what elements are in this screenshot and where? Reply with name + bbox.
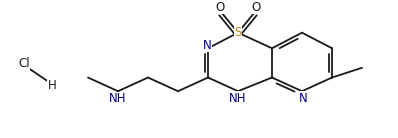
Text: O: O	[215, 1, 224, 14]
Text: NH: NH	[229, 91, 247, 104]
Text: N: N	[203, 39, 211, 52]
Text: O: O	[252, 1, 261, 14]
Text: N: N	[298, 91, 307, 104]
Text: H: H	[48, 79, 57, 92]
Text: NH: NH	[109, 92, 127, 105]
Text: S: S	[234, 26, 242, 39]
Text: Cl: Cl	[18, 57, 30, 70]
